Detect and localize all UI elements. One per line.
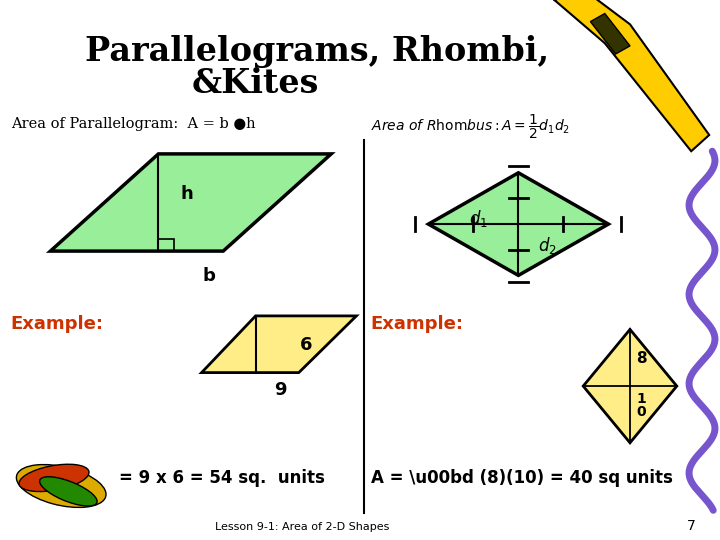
Polygon shape (554, 0, 709, 151)
Ellipse shape (40, 477, 97, 506)
Ellipse shape (17, 464, 106, 508)
Text: = 9 x 6 = 54 sq.  units: = 9 x 6 = 54 sq. units (119, 469, 325, 487)
Text: &Kites: &Kites (192, 67, 319, 100)
Text: Example:: Example: (11, 315, 104, 333)
Text: $d_1$: $d_1$ (469, 208, 488, 229)
Text: 9: 9 (274, 381, 287, 399)
Ellipse shape (19, 464, 89, 491)
Polygon shape (590, 14, 630, 54)
Polygon shape (50, 154, 331, 251)
Text: Example:: Example: (371, 315, 464, 333)
Text: 7: 7 (687, 519, 696, 534)
Text: 8: 8 (636, 352, 647, 366)
Text: $\mathit{Area\ of\ R}$hom$\mathit{bus}:A=\dfrac{1}{2}d_1d_2$: $\mathit{Area\ of\ R}$hom$\mathit{bus}:A… (371, 113, 570, 141)
Text: Lesson 9-1: Area of 2-D Shapes: Lesson 9-1: Area of 2-D Shapes (215, 522, 390, 531)
Text: 1
0: 1 0 (636, 393, 647, 420)
Text: 6: 6 (300, 335, 312, 354)
Text: h: h (180, 185, 193, 204)
Text: Area of Parallelogram:  A = b ●h: Area of Parallelogram: A = b ●h (11, 117, 256, 131)
Polygon shape (428, 173, 608, 275)
Text: b: b (202, 267, 215, 285)
Polygon shape (583, 329, 677, 443)
Polygon shape (202, 316, 356, 373)
Text: $d_2$: $d_2$ (538, 235, 557, 256)
Text: A = \u00bd (8)(10) = 40 sq units: A = \u00bd (8)(10) = 40 sq units (371, 469, 672, 487)
Bar (158, 239, 174, 251)
Text: Parallelograms, Rhombi,: Parallelograms, Rhombi, (85, 35, 549, 68)
